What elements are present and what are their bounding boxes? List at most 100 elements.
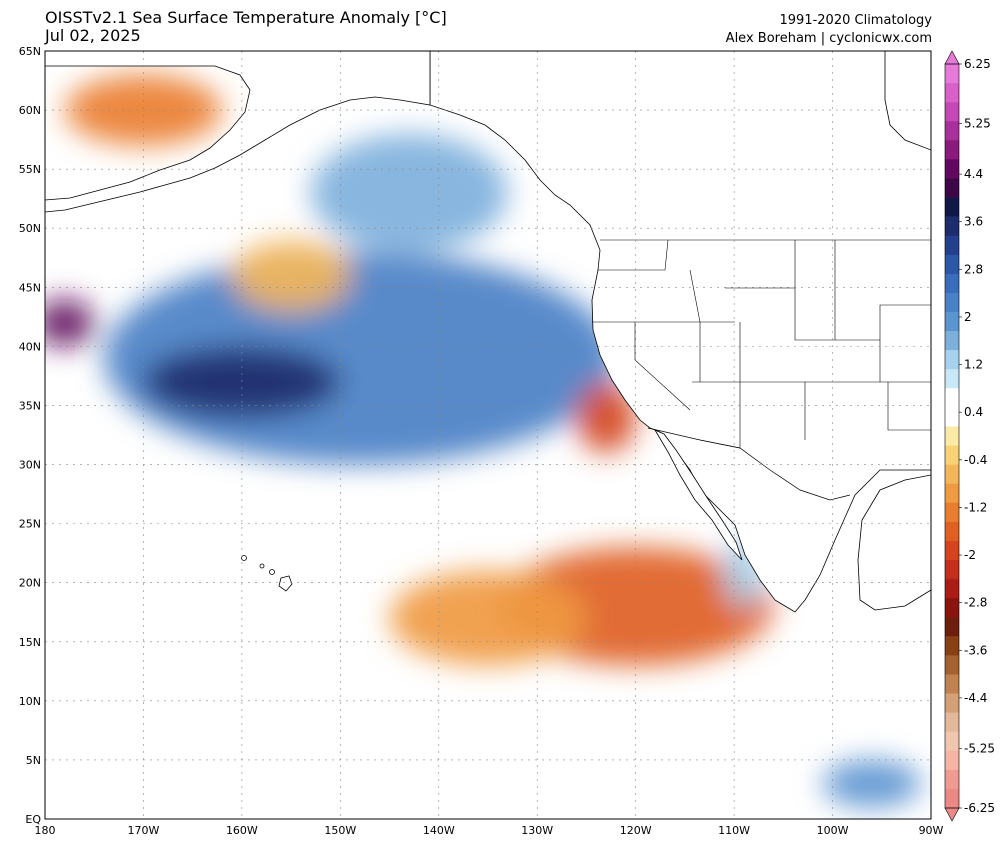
climatology-label: 1991-2020 Climatology [779,13,932,28]
lon-tick-label: 130W [521,824,553,837]
colorbar-max-extend [944,50,960,65]
credit-block: 1991-2020 Climatology Alex Boreham | cyc… [726,12,932,48]
colorbar-label: 4.4 [964,167,983,181]
colorbar-segment [945,560,959,580]
colorbar-segment [945,445,959,465]
colorbar-segment [945,788,959,809]
colorbar-segment [945,64,959,84]
colorbar-segment [945,598,959,618]
map-title: OISSTv2.1 Sea Surface Temperature Anomal… [45,8,447,27]
axis-labels: 180 170W 160W 150W 140W 130W 120W 110W 100W 90W EQ… [19,45,944,837]
lat-tick-label: 5N [26,754,41,767]
alaska-land [45,51,431,213]
anomaly-region-north-pacific-cool-patch [232,240,351,311]
lat-tick-label: 50N [19,222,41,235]
colorbar-segment [945,636,959,656]
lat-tick-label: 60N [19,104,41,117]
plot-frame [44,50,932,820]
colorbar-segment [945,674,959,694]
colorbar-segment [945,159,959,179]
hawaiian-islands [241,555,293,592]
colorbar-segment [945,273,959,294]
lon-tick-label: 90W [919,824,944,837]
lon-tick-label: 120W [620,824,652,837]
colorbar-segment [945,216,959,236]
plot-area [45,51,931,819]
title-block: OISSTv2.1 Sea Surface Temperature Anomal… [45,9,447,45]
north-america-land [429,51,931,613]
lat-tick-label: 65N [19,45,41,58]
colorbar-label: -5.25 [964,741,995,755]
colorbar-label: -2.8 [964,596,987,610]
colorbar-segment [945,712,959,732]
lat-tick-label: 10N [19,695,41,708]
colorbar-min-extend [944,807,960,822]
colorbar-label: 2 [964,310,972,324]
colorbar-frame [944,63,960,809]
lat-tick-label: 25N [19,518,41,531]
colorbar-label: -2 [964,548,976,562]
colorbar-segment [945,750,959,771]
lon-tick-label: 170W [128,824,160,837]
anomaly-region-eastern-equatorial-warm [822,759,922,808]
colorbar-label: 3.6 [964,215,983,229]
lon-tick-label: 180 [35,824,56,837]
lat-tick-label: 45N [19,281,41,294]
colorbar-label: 6.25 [964,57,991,71]
colorbar-segment [945,617,959,637]
lat-tick-label: 40N [19,340,41,353]
lat-tick-label: 30N [19,459,41,472]
us-mexico-border [647,427,851,501]
map-date: Jul 02, 2025 [45,26,141,45]
lon-tick-label: 110W [718,824,750,837]
colorbar-segment [945,693,959,713]
lon-tick-label: 140W [423,824,455,837]
colorbar-label: -0.4 [964,453,987,467]
baja-peninsula [654,429,743,561]
colorbar-label: 5.25 [964,117,991,131]
lon-tick-label: 150W [324,824,356,837]
colorbar-segment [945,121,959,141]
colorbar-label: -6.25 [964,801,995,815]
author-credit: Alex Boreham | cyclonicwx.com [725,31,932,46]
colorbar-segment [945,254,959,275]
colorbar-segment [945,331,959,351]
lat-tick-label: EQ [25,813,41,826]
colorbar-segment [945,407,959,427]
anomaly-region-gulf-of-alaska-warm [310,133,508,252]
colorbar-segment [945,235,959,256]
colorbar-segment [945,350,959,370]
lat-tick-label: 35N [19,399,41,412]
colorbar-label: -1.2 [964,500,987,514]
colorbar-segment [945,197,959,217]
lon-tick-label: 100W [817,824,849,837]
colorbar-segment [945,178,959,198]
colorbar-segment [945,464,959,484]
colorbar-segment [945,312,959,332]
colorbar-segment [945,769,959,790]
colorbar-segment [945,502,959,523]
anomaly-region-southwest-warm-band [54,606,331,749]
colorbar-label: 2.8 [964,262,983,276]
colorbar-segment [945,426,959,446]
colorbar-segment [945,655,959,675]
colorbar-segment [945,369,959,389]
anomaly-field [45,74,931,808]
colorbar-segment [945,579,959,599]
colorbar-label: -3.6 [964,643,987,657]
lat-tick-label: 55N [19,163,41,176]
colorbar-segment [945,521,959,542]
gridlines [45,51,931,819]
colorbar: 6.25 5.25 4.4 3.6 2.8 2 1.2 0.4 -0.4 -1.2 -2 -2.8 -3… [944,50,995,822]
colorbar-label: -4.4 [964,691,987,705]
anomaly-region-california-coast-cool [576,381,636,453]
colorbar-segment [945,388,959,408]
state-borders [592,239,931,449]
lat-tick-label: 20N [19,577,41,590]
anomaly-region-central-tropical-cool [389,570,587,666]
colorbar-segment [945,292,959,313]
hudson-bay-land [884,51,931,151]
colorbar-label: 1.2 [964,358,983,372]
colorbar-segment [945,83,959,103]
